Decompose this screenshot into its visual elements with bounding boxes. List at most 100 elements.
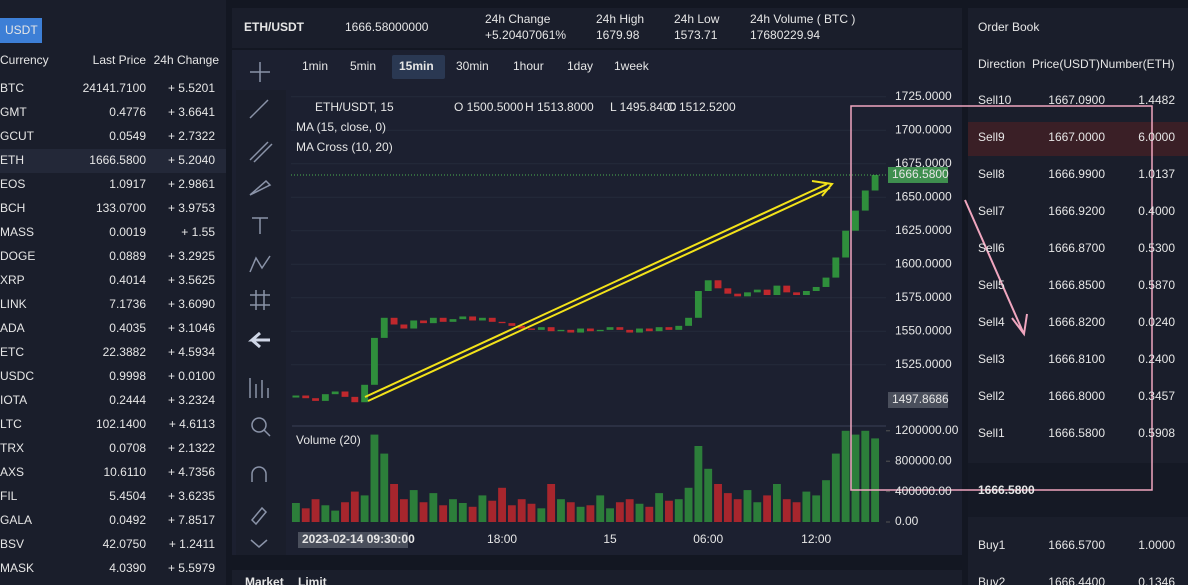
change: + 3.2925: [168, 249, 215, 263]
volume-bar: [291, 503, 300, 522]
candle: [694, 291, 702, 318]
volume-tick-label: 0.00: [895, 514, 919, 528]
column-header: 24h Change: [154, 53, 220, 67]
y-tick-label: 1675.0000: [895, 156, 952, 170]
last-price: 7.1736: [109, 297, 146, 311]
volume-bar: [635, 503, 644, 522]
candle: [488, 317, 496, 322]
volume-bar: [439, 505, 448, 522]
volume-bar: [360, 495, 369, 522]
change: + 3.5625: [168, 273, 215, 287]
y-tick-label: 1625.0000: [895, 223, 952, 237]
candle: [302, 395, 310, 399]
ob-number: 0.5870: [1138, 278, 1175, 292]
change: + 0.0100: [168, 369, 215, 383]
price-tag: 1666.5800: [892, 167, 949, 181]
direction: Sell6: [978, 241, 1005, 255]
volume-bar: [704, 468, 713, 522]
coin-name: BSV: [0, 537, 24, 551]
candle: [478, 317, 486, 321]
volume-bar: [714, 484, 722, 522]
volume-bar: [468, 506, 477, 522]
interval: 1day: [567, 59, 593, 73]
candle: [577, 328, 585, 333]
ob-number: 1.0000: [1138, 538, 1175, 552]
candle: [547, 327, 555, 332]
candle: [537, 327, 545, 330]
ticker-bar: [232, 8, 962, 48]
volume-tick-label: 1200000.00: [895, 423, 959, 437]
coin-name: ETH: [0, 153, 24, 167]
volume-bar: [507, 505, 516, 522]
ob-number: 1.4482: [1138, 93, 1175, 107]
volume-bar: [399, 499, 408, 522]
tool-icons: [248, 62, 273, 548]
volume-bar: [655, 493, 664, 522]
price-tag-bg: [888, 166, 948, 183]
candle: [459, 316, 467, 320]
candle: [616, 327, 624, 330]
last-price: 24141.7100: [83, 81, 147, 95]
candle: [636, 328, 643, 333]
last-price: 10.6110: [104, 465, 147, 479]
ob-price: 1666.8200: [1048, 315, 1105, 329]
candle: [842, 230, 850, 258]
stat-value: 1679.98: [596, 28, 640, 42]
price: 1666.58000000: [345, 20, 429, 34]
ob-number: 0.5300: [1138, 241, 1175, 255]
coin-name: TRX: [0, 441, 24, 455]
candle: [586, 328, 594, 332]
ob-price: 1666.8100: [1048, 352, 1105, 366]
y-tick-label: 1600.0000: [895, 256, 952, 270]
interval: 1min: [302, 59, 328, 73]
candle: [380, 317, 388, 338]
ohlc: L 1495.8400: [610, 100, 677, 114]
interval: 5min: [350, 59, 376, 73]
last-price: 0.2444: [109, 393, 146, 407]
change: + 1.55: [181, 225, 215, 239]
candle: [665, 327, 673, 330]
x-tick-label: 12:00: [801, 532, 831, 546]
candle: [331, 391, 339, 395]
volume-bar: [517, 499, 526, 522]
column-header: Last Price: [93, 53, 147, 67]
chart-title: ETH/USDT, 15: [315, 100, 394, 114]
volume-bar: [409, 490, 418, 522]
change: + 7.8517: [168, 513, 215, 527]
volume-bar: [763, 495, 772, 522]
candle: [528, 328, 535, 330]
candle: [793, 292, 800, 296]
volume-bar: [478, 495, 487, 522]
change: + 2.7322: [168, 129, 215, 143]
coin-name: XRP: [0, 273, 25, 287]
last-price: 0.4035: [109, 321, 146, 335]
y-tick-label: 1575.0000: [895, 290, 952, 304]
change: + 3.6641: [168, 105, 215, 119]
last-price: 0.0019: [109, 225, 146, 239]
ob-number: 1.0137: [1138, 167, 1175, 181]
crosshair-time-bg: [298, 532, 408, 548]
volume-bar: [419, 502, 428, 522]
candle: [557, 329, 565, 332]
change: + 4.6113: [169, 417, 215, 431]
coin-name: LINK: [0, 297, 27, 311]
volume-bar: [498, 487, 506, 522]
ob-number: 0.5908: [1138, 426, 1175, 440]
last-price: 4.0390: [109, 561, 146, 575]
volume-bar: [429, 493, 438, 522]
volume-bar: [557, 499, 565, 522]
candle: [763, 289, 771, 296]
candle: [508, 323, 516, 326]
stat-label: 24h High: [596, 12, 644, 26]
badge: [0, 18, 42, 43]
volume-bar: [831, 453, 840, 522]
candle: [734, 293, 742, 297]
change: + 2.1322: [168, 441, 215, 455]
coin-name: GCUT: [0, 129, 35, 143]
mid-price: 1666.5800: [978, 483, 1035, 497]
coin-name: AXS: [0, 465, 24, 479]
candle: [321, 394, 329, 401]
candle: [714, 280, 722, 289]
ob-header: Direction: [978, 57, 1025, 71]
coin-name: ADA: [0, 321, 25, 335]
